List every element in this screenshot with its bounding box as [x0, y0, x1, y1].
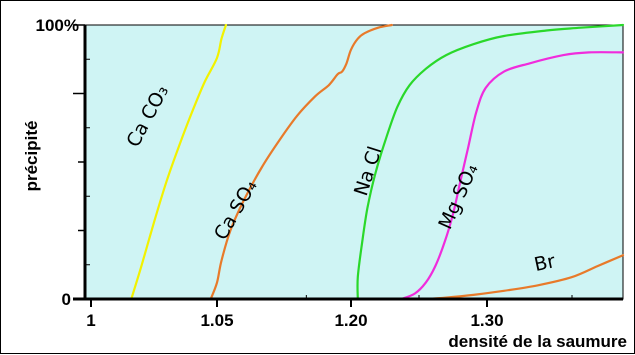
- series-line-caco3: [130, 23, 227, 301]
- x-tick-label: 1: [86, 311, 95, 330]
- y-axis-title: précipité: [22, 121, 41, 192]
- y-tick-label: 0: [62, 290, 71, 309]
- y-tick-label: 100%: [36, 16, 79, 35]
- series-curves: [130, 23, 625, 301]
- series-label-br: Br: [532, 250, 557, 276]
- series-line-mgso4: [400, 51, 625, 301]
- x-tick-label: 1.05: [200, 311, 233, 330]
- x-tick-label: 1.30: [470, 311, 503, 330]
- series-line-nacl: [356, 23, 625, 301]
- x-tick-label: 1.20: [334, 311, 367, 330]
- plot-area: [84, 24, 624, 300]
- x-axis-title: densité de la saumure: [448, 332, 627, 351]
- tick-labels: 0 100% 1 1.05 1.20 1.30: [36, 16, 504, 330]
- series-line-caso4: [209, 23, 393, 301]
- series-line-br: [424, 254, 625, 301]
